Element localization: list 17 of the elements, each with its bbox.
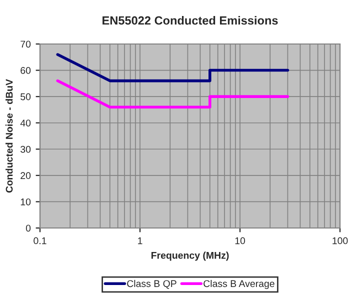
y-tick-label: 50 — [20, 93, 31, 100]
x-tick-label: 0.1 — [34, 237, 46, 244]
y-tick-label: 40 — [20, 120, 31, 126]
y-tick-label: 0 — [26, 224, 31, 232]
legend-label: Class B QP — [127, 280, 176, 289]
y-axis-title: Conducted Noise - dBuV — [6, 79, 13, 193]
x-axis-title: Frequency (MHz) — [151, 252, 229, 261]
x-tick-label: 10 — [235, 237, 246, 244]
y-tick-label: 70 — [20, 40, 31, 48]
y-tick-label: 60 — [20, 67, 31, 74]
y-tick-label: 20 — [20, 172, 31, 180]
legend-label: Class B Average — [204, 280, 274, 289]
y-tick-label: 10 — [20, 198, 31, 206]
x-tick-label: 1 — [138, 237, 142, 244]
y-tick-label: 30 — [20, 146, 31, 153]
x-tick-label: 100 — [332, 237, 348, 244]
chart-title: EN55022 Conducted Emissions — [102, 16, 278, 25]
